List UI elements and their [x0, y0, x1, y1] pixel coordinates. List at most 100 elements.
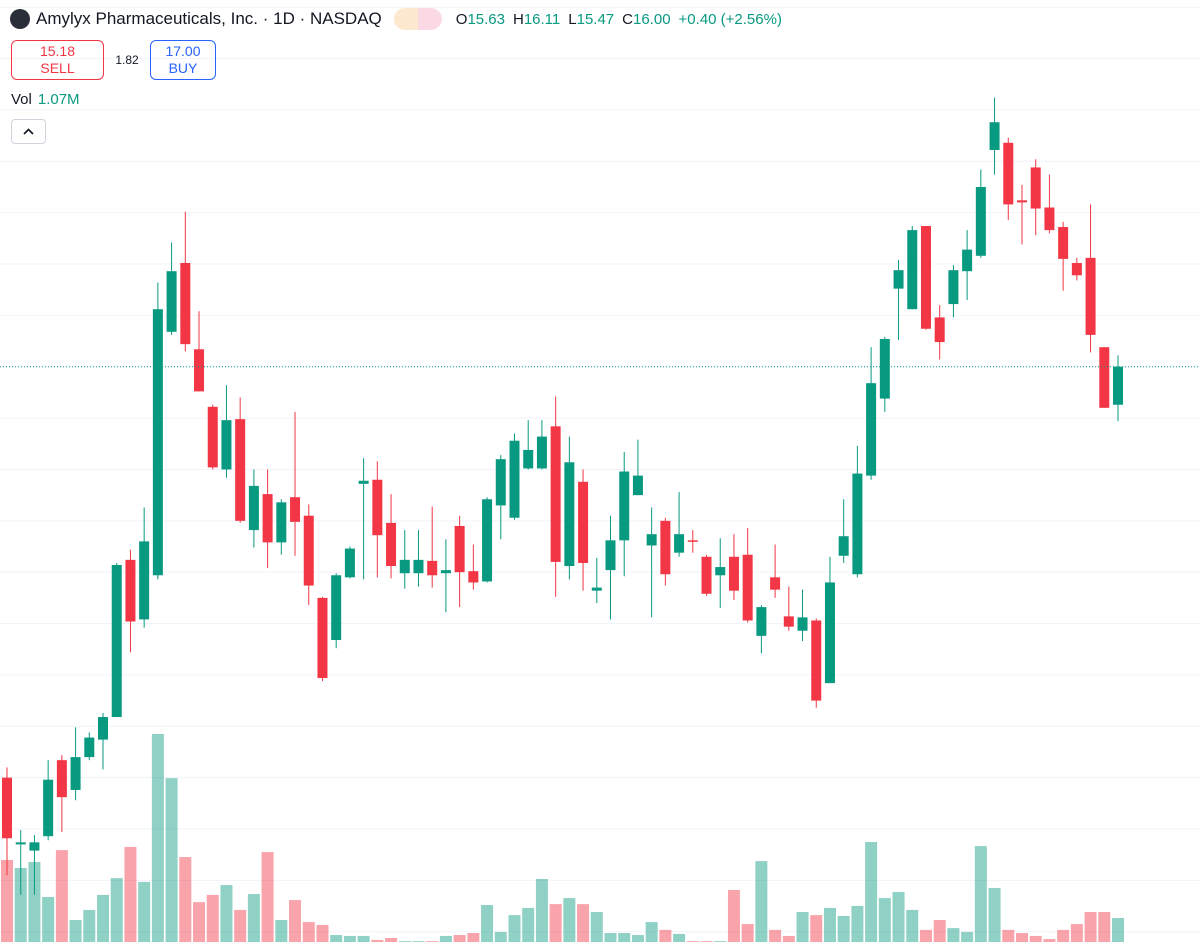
open-value: 15.63 [467, 10, 505, 28]
candle-body [317, 597, 328, 678]
volume-bar [220, 885, 233, 942]
volume-bar [823, 907, 836, 942]
volume-bar [1084, 911, 1097, 942]
candle-body [43, 779, 54, 837]
candle-body [386, 522, 397, 567]
candle-body [591, 587, 602, 591]
candle-body [331, 575, 342, 640]
candle-body [29, 842, 40, 851]
volume-bar [138, 881, 151, 942]
change: +0.40 (+2.56%) [678, 10, 782, 28]
candle-body [152, 309, 163, 576]
volume-bar [1057, 929, 1070, 942]
candle-body [495, 459, 506, 506]
volume-bar [741, 924, 754, 942]
candle-body [125, 559, 136, 622]
sell-button[interactable]: 15.18 SELL [11, 40, 104, 80]
candle-body [98, 717, 109, 740]
volume-bar [906, 909, 919, 942]
volume-bar [933, 920, 946, 942]
buy-button[interactable]: 17.00 BUY [150, 40, 216, 80]
low-value: 15.47 [576, 10, 615, 28]
volume-bar [961, 931, 974, 942]
caret-icon [23, 128, 34, 135]
volume-bar [124, 846, 137, 942]
open-label: O [455, 10, 468, 28]
candle-body [1099, 347, 1110, 408]
volume-bar [481, 905, 494, 942]
volume-bar [110, 878, 123, 942]
candle-body [934, 317, 945, 343]
volume-bar [97, 894, 110, 942]
volume-bar [878, 898, 891, 942]
volume-bar [1043, 939, 1056, 942]
volume-bar [645, 922, 658, 942]
close-label: C [622, 10, 633, 28]
volume-bar [1112, 918, 1124, 942]
logo [10, 9, 30, 29]
candle-body [646, 534, 657, 546]
volume-label: Vol [11, 91, 32, 108]
candle-body [879, 338, 890, 399]
candle-body [221, 420, 232, 470]
volume-bar [1, 859, 13, 942]
volume-bar [535, 879, 548, 942]
candle-body [344, 548, 355, 578]
volume-bar [810, 915, 823, 942]
status-badge[interactable] [393, 8, 442, 30]
volume-bar [193, 902, 206, 942]
candle-body [523, 449, 534, 469]
collapse-button[interactable] [11, 119, 46, 144]
candle-body [660, 520, 671, 575]
volume-bar [892, 892, 905, 942]
volume-bar [42, 896, 55, 942]
candle-body [728, 556, 739, 591]
header: Amylyx Pharmaceuticals, Inc. · 1D · NASD… [10, 8, 782, 30]
candle-body [1085, 257, 1096, 335]
candle-body [84, 737, 95, 758]
candle-body [372, 479, 383, 536]
volume-bar [865, 842, 878, 942]
volume-bar [275, 920, 288, 942]
volume-bar [769, 929, 782, 942]
volume-legend: Vol 1.07M [11, 91, 80, 108]
candle-body [756, 607, 767, 636]
volume-bar [1070, 924, 1083, 942]
volume-bar [151, 734, 164, 942]
buy-label: BUY [168, 60, 198, 76]
candle-body [550, 426, 561, 562]
caret [23, 128, 34, 135]
candle-body [1113, 366, 1123, 405]
candle-body [248, 485, 259, 531]
candle-body [1044, 207, 1055, 231]
candle-body [262, 494, 273, 543]
candle-body [1030, 167, 1041, 209]
volume-bar [55, 850, 68, 942]
candle-body [413, 559, 424, 574]
sell-label: SELL [40, 60, 75, 76]
low-label: L [568, 10, 577, 28]
volume-bar [357, 935, 370, 942]
candle-body [701, 556, 712, 594]
ohlc: O15.63 H16.11 L15.47 C16.00 +0.40 (+2.56… [456, 11, 782, 28]
buy-price: 17.00 [165, 43, 201, 59]
candle-body [1071, 262, 1082, 276]
volume-bar [590, 911, 603, 942]
volume-bar [439, 935, 452, 942]
volume-bar [837, 916, 850, 942]
volume-bar [1029, 935, 1042, 942]
candle-body [454, 525, 465, 573]
volume-bar [316, 924, 329, 942]
candle-body [564, 462, 575, 567]
volume-bar [247, 894, 260, 942]
candle-body [797, 617, 808, 631]
close-value: 16.00 [633, 10, 671, 28]
volume-bar [330, 935, 343, 942]
candle-body [399, 559, 410, 574]
candle-body [824, 582, 835, 684]
candle-body [770, 577, 781, 590]
candle-body [468, 571, 479, 583]
volume-bar [343, 935, 356, 942]
volume-bar [604, 933, 617, 942]
